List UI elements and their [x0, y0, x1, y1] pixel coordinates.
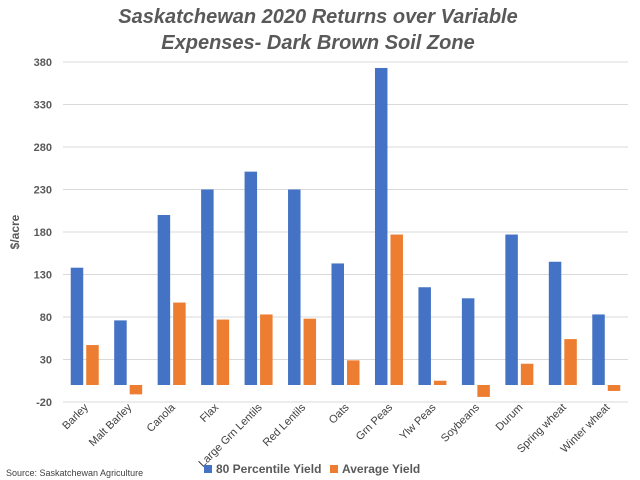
bar-average-winter-wheat	[607, 385, 621, 391]
y-tick-label: -20	[36, 397, 52, 409]
x-tick-label: Malt Barley	[87, 401, 135, 449]
bar-average-canola	[173, 302, 186, 385]
legend: 80 Percentile Yield Average Yield	[204, 462, 420, 476]
bar-percentile-canola	[157, 215, 171, 385]
y-tick-label: 180	[34, 227, 52, 239]
gridlines	[63, 61, 628, 403]
legend-swatch	[204, 465, 212, 473]
bar-percentile-grn-peas	[374, 67, 388, 385]
chart-title-line-2: Expenses- Dark Brown Soil Zone	[161, 32, 474, 54]
x-tick-label: Grn Peas	[354, 401, 396, 443]
y-axis-ticks: -20 30 80 130 180 230 280 330 380	[34, 57, 52, 409]
bar-percentile-barley	[70, 267, 84, 385]
bar-average-red-lentils	[303, 318, 317, 385]
bar-average-spring-wheat	[564, 339, 577, 385]
bar-average-grn-peas	[390, 234, 403, 385]
y-tick-label: 280	[34, 142, 52, 154]
y-tick-label: 130	[34, 270, 52, 282]
x-tick-label: Barley	[60, 401, 91, 432]
bar-average-durum	[520, 363, 534, 385]
y-tick-label: 380	[34, 57, 52, 69]
x-tick-label: Ylw Peas	[398, 401, 439, 442]
bar-percentile-large-grn-lentils	[244, 171, 258, 385]
x-tick-label: Durum	[494, 402, 526, 434]
x-tick-label: Flax	[198, 401, 222, 425]
bar-percentile-red-lentils	[288, 189, 301, 385]
x-tick-label: Red Lentils	[261, 401, 309, 449]
bar-percentile-spring-wheat	[548, 261, 562, 385]
bar-percentile-malt-barley	[114, 320, 127, 385]
x-tick-label: Oats	[327, 401, 352, 426]
y-tick-label: 80	[40, 312, 52, 324]
legend-label: 80 Percentile Yield	[216, 462, 321, 476]
y-tick-label: 330	[34, 100, 52, 112]
bar-percentile-flax	[201, 189, 214, 385]
y-axis-label: $/acre	[8, 214, 22, 249]
bar-percentile-oats	[331, 263, 344, 385]
legend-label: Average Yield	[342, 462, 420, 476]
bar-average-oats	[347, 360, 360, 385]
chart-title-line-1: Saskatchewan 2020 Returns over Variable	[118, 6, 517, 28]
source-note: Source: Saskatchewan Agriculture	[6, 468, 143, 478]
x-tick-label: Soybeans	[439, 401, 482, 444]
bar-average-malt-barley	[129, 385, 143, 395]
bar-percentile-ylw-peas	[418, 287, 431, 385]
y-tick-label: 30	[40, 355, 52, 367]
bar-average-flax	[216, 319, 230, 385]
bars	[70, 67, 621, 397]
bar-average-ylw-peas	[433, 380, 447, 385]
y-tick-label: 230	[34, 185, 52, 197]
legend-swatch	[330, 465, 338, 473]
bar-average-barley	[86, 345, 99, 385]
bar-percentile-soybeans	[461, 298, 475, 385]
bar-percentile-durum	[505, 234, 518, 385]
x-tick-label: Canola	[145, 401, 179, 435]
bar-average-soybeans	[477, 385, 490, 397]
bar-average-large-grn-lentils	[260, 314, 273, 385]
bar-percentile-winter-wheat	[592, 314, 605, 385]
